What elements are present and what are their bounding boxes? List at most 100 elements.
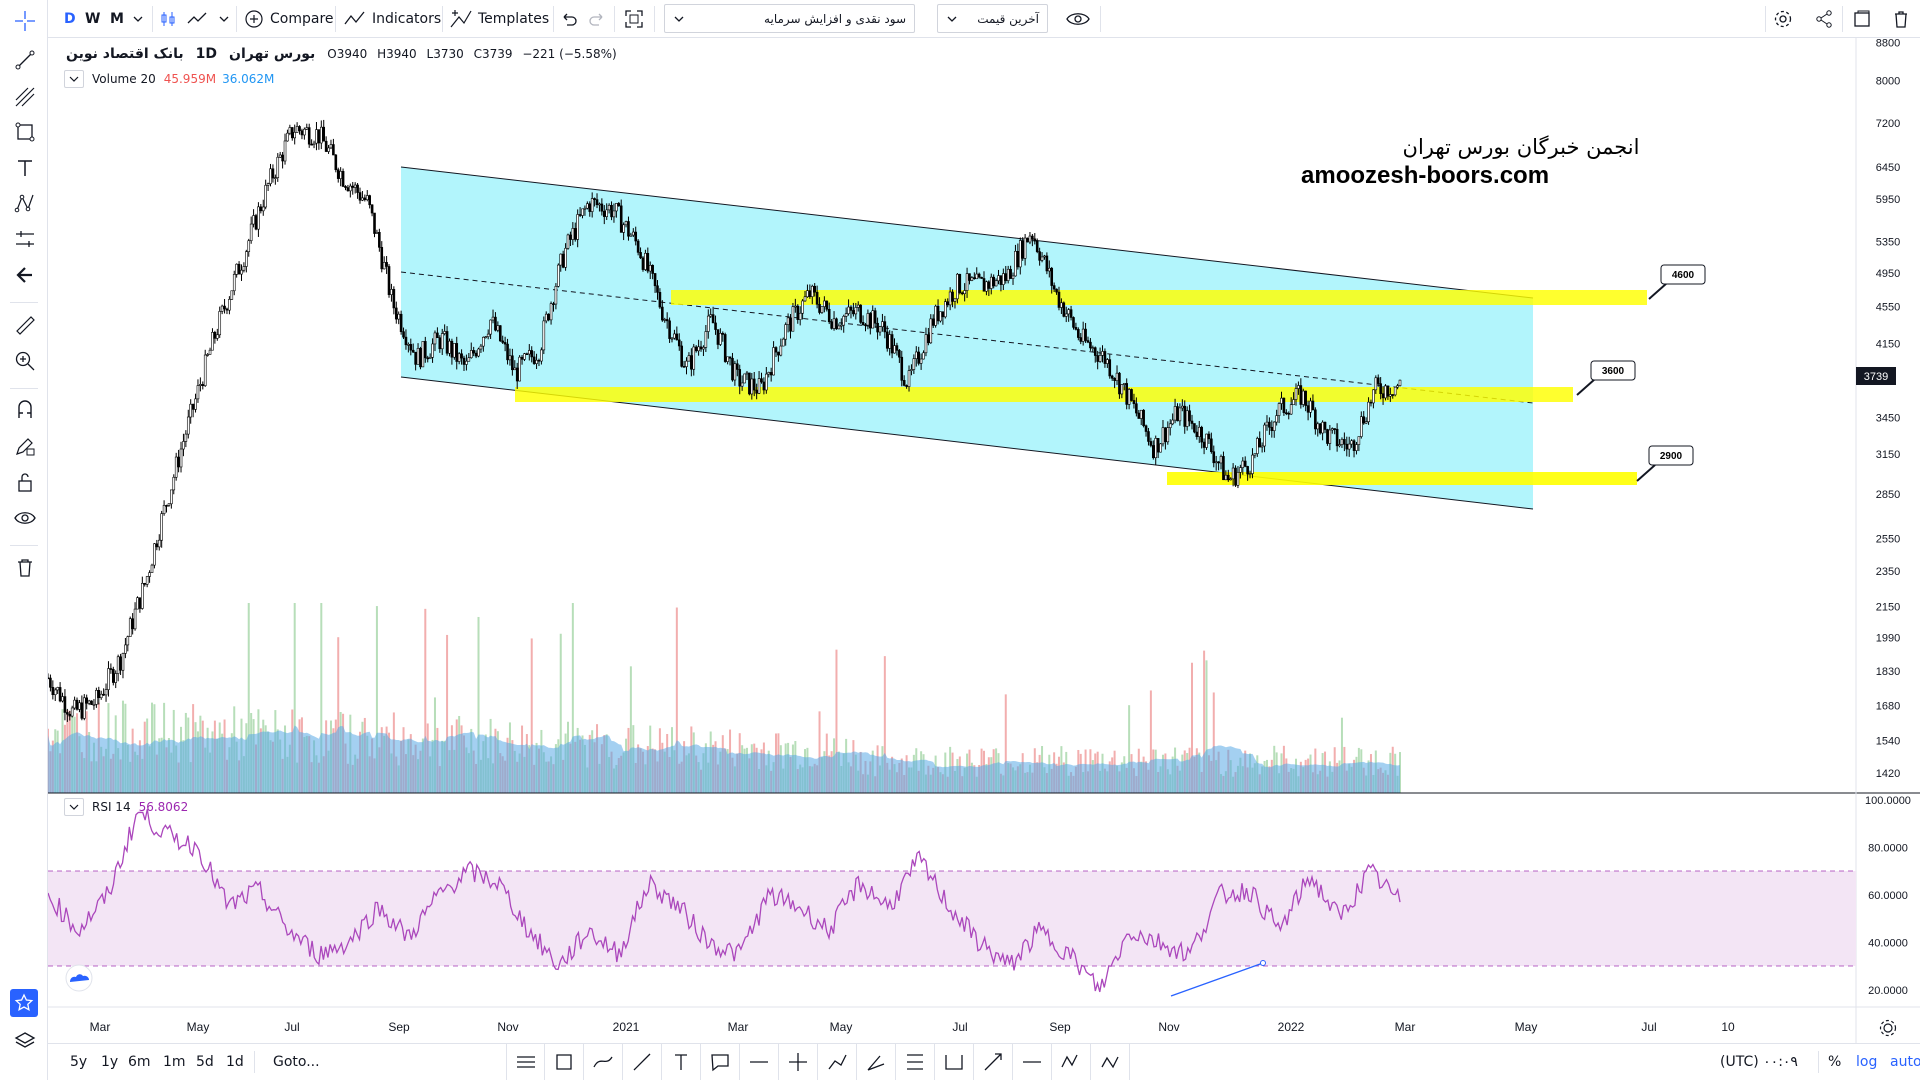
indicators-button[interactable]: Indicators: [344, 0, 441, 37]
undo-icon[interactable]: [560, 0, 578, 37]
chevron-down-icon[interactable]: [218, 0, 230, 37]
trend-line-icon[interactable]: [623, 1044, 662, 1080]
magnet-icon[interactable]: [12, 396, 38, 422]
text-icon[interactable]: [662, 1044, 701, 1080]
unlock-icon[interactable]: [12, 469, 38, 495]
angle-icon[interactable]: [857, 1044, 896, 1080]
chart-svg[interactable]: 4600 3600 2900 انجمن خبرگان بورس تهران a…: [48, 38, 1920, 1043]
abcd-pattern-icon[interactable]: [1091, 1044, 1130, 1080]
prediction-tool-icon[interactable]: [12, 226, 38, 252]
volume-legend[interactable]: Volume 20 45.959M 36.062M: [64, 70, 274, 88]
time-axis[interactable]: Mar May Jul Sep Nov 2021 Mar May Jul Sep Nov 2022 Ma…: [90, 1020, 1735, 1034]
candle: [1161, 420, 1165, 447]
candle: [629, 232, 633, 237]
fib-tool-icon[interactable]: [12, 84, 38, 110]
rsi-divergence-line[interactable]: [1170, 962, 1264, 997]
range-1y-button[interactable]: 1y: [101, 1054, 119, 1070]
path-icon[interactable]: [818, 1044, 857, 1080]
rsi-legend[interactable]: RSI 14 56.8062: [64, 798, 188, 816]
candle: [576, 209, 579, 248]
percent-toggle[interactable]: %: [1828, 1054, 1842, 1070]
horizontal-line-icon[interactable]: [740, 1044, 779, 1080]
range-6m-button[interactable]: 6m: [128, 1054, 151, 1070]
support-zone-2900[interactable]: [1167, 472, 1637, 485]
share-icon[interactable]: [1814, 0, 1834, 37]
curve-icon[interactable]: [584, 1044, 623, 1080]
cloud-logo-icon[interactable]: [65, 964, 93, 992]
channel-mid-line[interactable]: [400, 271, 1534, 404]
interval-m-button[interactable]: M: [110, 10, 124, 27]
fullscreen-icon[interactable]: [624, 0, 644, 37]
zoom-in-icon[interactable]: [12, 348, 38, 374]
candle: [121, 652, 125, 679]
candle: [286, 129, 289, 142]
redo-icon[interactable]: [588, 0, 606, 37]
interval-d-button[interactable]: D: [64, 10, 76, 27]
range-1m-button[interactable]: 1m: [163, 1054, 186, 1070]
candles-icon[interactable]: [159, 0, 177, 37]
rectangle-icon[interactable]: [12, 119, 38, 145]
channel-upper-line[interactable]: [400, 166, 1534, 299]
candle: [939, 311, 942, 323]
layers-icon[interactable]: [12, 1028, 38, 1054]
elliott-wave-icon[interactable]: [1052, 1044, 1091, 1080]
eye-icon[interactable]: [1066, 0, 1090, 37]
trash-icon[interactable]: [12, 554, 38, 580]
snapshot-icon[interactable]: [1852, 0, 1872, 37]
price-axis[interactable]: 8800 8000 7200 6450 5950 5350 4950 4550 4150 3450…: [1876, 38, 1900, 780]
chevron-down-icon[interactable]: [132, 0, 144, 37]
rectangle-icon[interactable]: [545, 1044, 584, 1080]
label-3600[interactable]: 3600: [1576, 360, 1636, 396]
resistance-zone-4600[interactable]: [671, 290, 1647, 305]
range-icon[interactable]: [935, 1044, 974, 1080]
extended-line-icon[interactable]: [1013, 1044, 1052, 1080]
cross-line-icon[interactable]: [779, 1044, 818, 1080]
collapse-chevron-icon[interactable]: [64, 70, 84, 88]
axis-settings-gear-icon[interactable]: [1879, 1019, 1897, 1037]
label-4600[interactable]: 4600: [1648, 264, 1706, 300]
dividends-dropdown[interactable]: سود نقدی و افزایش سرمایه: [664, 4, 915, 33]
projection-icon[interactable]: [896, 1044, 935, 1080]
symbol-legend[interactable]: بانک اقتصاد نوین 1D بورس تهران O3940 H39…: [66, 46, 617, 62]
back-arrow-icon[interactable]: [12, 262, 38, 288]
candle: [1386, 385, 1390, 400]
candle: [796, 304, 800, 324]
auto-toggle[interactable]: auto: [1890, 1054, 1920, 1070]
crosshair-icon[interactable]: [12, 8, 38, 34]
candle: [436, 327, 439, 339]
log-toggle[interactable]: log: [1856, 1054, 1878, 1070]
candle: [48, 673, 50, 680]
range-5d-button[interactable]: 5d: [196, 1054, 214, 1070]
callout-icon[interactable]: [701, 1044, 740, 1080]
candle: [665, 312, 669, 329]
goto-button[interactable]: Goto...: [273, 1054, 320, 1070]
eye-icon[interactable]: [12, 505, 38, 531]
text-tool-icon[interactable]: [12, 155, 38, 181]
ruler-icon[interactable]: [12, 312, 38, 338]
horizontal-ray-icon[interactable]: [506, 1044, 545, 1080]
settings-gear-icon[interactable]: [1773, 0, 1793, 37]
support-zone-3600[interactable]: [515, 387, 1573, 402]
trend-line-icon[interactable]: [12, 47, 38, 73]
volume-indicator-name: Volume 20: [92, 72, 156, 86]
range-5y-button[interactable]: 5y: [70, 1054, 88, 1070]
candle: [162, 500, 166, 516]
collapse-chevron-icon[interactable]: [64, 798, 84, 816]
compare-button[interactable]: Compare: [244, 0, 334, 37]
trash-icon[interactable]: [1892, 0, 1910, 37]
arrow-icon[interactable]: [974, 1044, 1013, 1080]
line-chart-icon[interactable]: [187, 0, 209, 37]
rsi-axis[interactable]: 100.0000 80.0000 60.0000 40.0000 20.0000: [1865, 795, 1911, 997]
lock-pencil-icon[interactable]: [12, 433, 38, 459]
pattern-tool-icon[interactable]: [12, 190, 38, 216]
label-2900[interactable]: 2900: [1636, 445, 1694, 482]
price-type-dropdown[interactable]: آخرین قیمت: [937, 4, 1048, 33]
favorites-star-icon[interactable]: [10, 989, 38, 1017]
templates-button[interactable]: Templates: [450, 0, 549, 37]
interval-w-button[interactable]: W: [85, 10, 101, 27]
candle: [1384, 384, 1387, 401]
time-zone-label[interactable]: ۰۰:۰۹ (UTC): [1720, 1054, 1798, 1070]
candle: [1115, 365, 1119, 386]
range-1d-button[interactable]: 1d: [226, 1054, 244, 1070]
chart-area[interactable]: 4600 3600 2900 انجمن خبرگان بورس تهران a…: [48, 38, 1920, 1043]
